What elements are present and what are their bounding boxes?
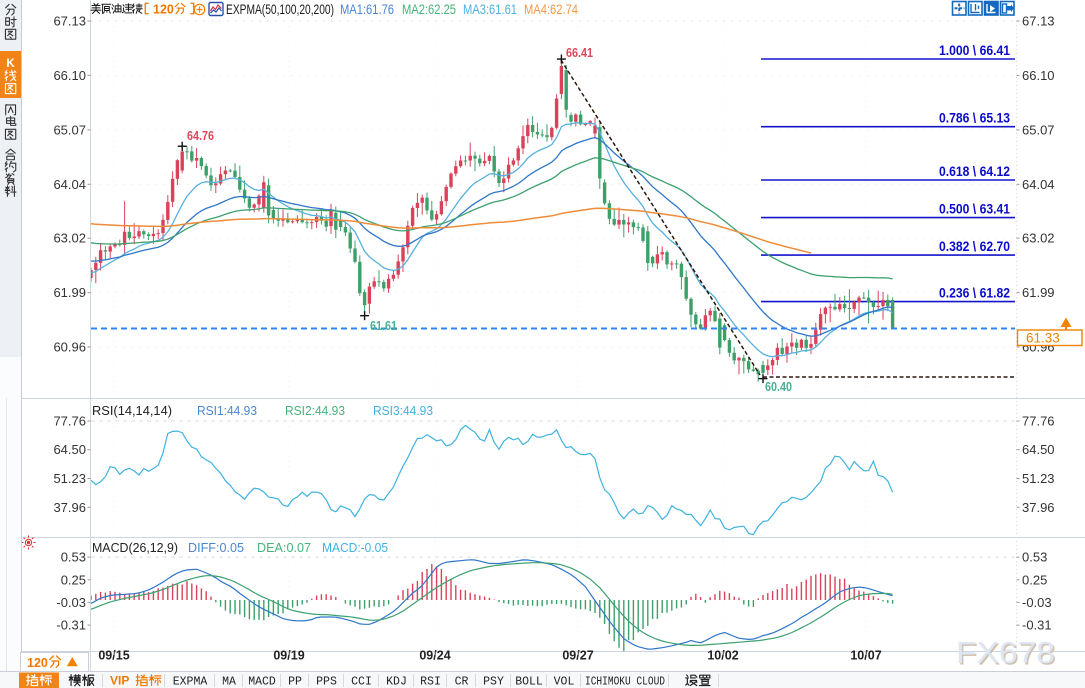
- svg-text:64.04: 64.04: [53, 177, 86, 192]
- svg-text:VIP: VIP: [110, 674, 129, 688]
- svg-text:120: 120: [27, 656, 48, 670]
- svg-text:10/02: 10/02: [707, 649, 738, 663]
- svg-text:61.33: 61.33: [1026, 331, 1060, 346]
- svg-text:66.41: 66.41: [566, 46, 593, 60]
- svg-text:PP: PP: [288, 676, 302, 688]
- svg-text:-0.03: -0.03: [1022, 595, 1052, 610]
- svg-text:64.50: 64.50: [53, 442, 86, 457]
- svg-text:09/27: 09/27: [562, 649, 593, 663]
- svg-text:MACD:-0.05: MACD:-0.05: [322, 540, 388, 555]
- svg-text:0.786 \ 65.13: 0.786 \ 65.13: [939, 111, 1010, 126]
- svg-text:65.07: 65.07: [1022, 122, 1055, 137]
- svg-text:KDJ: KDJ: [386, 676, 407, 688]
- svg-text:77.76: 77.76: [53, 414, 86, 429]
- svg-text:60.40: 60.40: [765, 380, 792, 394]
- svg-text:FX678: FX678: [956, 635, 1055, 670]
- svg-text:DIFF:0.05: DIFF:0.05: [188, 540, 244, 555]
- svg-text:66.10: 66.10: [53, 68, 86, 83]
- svg-text:37.96: 37.96: [53, 500, 86, 515]
- svg-text:61.99: 61.99: [53, 285, 86, 300]
- svg-text:0.618 \ 64.12: 0.618 \ 64.12: [939, 164, 1010, 179]
- svg-text:10/07: 10/07: [850, 649, 881, 663]
- svg-text:09/24: 09/24: [419, 649, 450, 663]
- svg-text:51.23: 51.23: [1022, 471, 1055, 486]
- svg-text:0.236 \ 61.82: 0.236 \ 61.82: [939, 286, 1010, 301]
- svg-text:67.13: 67.13: [53, 14, 86, 29]
- svg-text:RSI(14,14,14): RSI(14,14,14): [92, 403, 172, 418]
- svg-text:ICHIMOKU CLOUD: ICHIMOKU CLOUD: [585, 676, 665, 688]
- svg-text:09/19: 09/19: [273, 649, 304, 663]
- svg-text:60.96: 60.96: [53, 340, 86, 355]
- svg-text:64.04: 64.04: [1022, 177, 1055, 192]
- svg-text:MA2:62.25: MA2:62.25: [402, 2, 456, 17]
- svg-text:0.25: 0.25: [1022, 572, 1047, 587]
- svg-text:MACD(26,12,9): MACD(26,12,9): [92, 540, 178, 555]
- svg-text:MA4:62.74: MA4:62.74: [524, 2, 578, 17]
- svg-text:0.53: 0.53: [1022, 550, 1047, 565]
- svg-text:120: 120: [153, 3, 174, 17]
- svg-text:MA1:61.76: MA1:61.76: [340, 2, 394, 17]
- svg-text:61.99: 61.99: [1022, 285, 1055, 300]
- svg-text:0.500 \ 63.41: 0.500 \ 63.41: [939, 202, 1010, 217]
- svg-text:RSI2:44.93: RSI2:44.93: [285, 403, 345, 418]
- svg-text:PSY: PSY: [483, 676, 504, 688]
- svg-text:RSI1:44.93: RSI1:44.93: [197, 403, 257, 418]
- svg-text:DEA:0.07: DEA:0.07: [257, 540, 311, 555]
- svg-text:77.76: 77.76: [1022, 414, 1055, 429]
- svg-text:MA: MA: [222, 676, 236, 688]
- svg-text:0.25: 0.25: [61, 572, 86, 587]
- svg-text:1.000 \ 66.41: 1.000 \ 66.41: [939, 43, 1010, 58]
- svg-text:EXPMA: EXPMA: [173, 676, 208, 688]
- svg-text:51.23: 51.23: [53, 471, 86, 486]
- svg-text:0.53: 0.53: [61, 550, 86, 565]
- svg-text:37.96: 37.96: [1022, 500, 1055, 515]
- svg-text:MA3:61.61: MA3:61.61: [463, 2, 517, 17]
- svg-text:-0.31: -0.31: [56, 618, 86, 633]
- svg-text:09/15: 09/15: [98, 649, 129, 663]
- svg-text:63.02: 63.02: [1022, 231, 1055, 246]
- svg-text:CR: CR: [455, 676, 469, 688]
- svg-text:FX678: FX678: [958, 637, 1057, 672]
- svg-text:VOL: VOL: [554, 676, 575, 688]
- svg-text:K: K: [6, 58, 15, 70]
- svg-text:65.07: 65.07: [53, 122, 86, 137]
- svg-text:MACD: MACD: [248, 676, 276, 688]
- svg-text:RSI3:44.93: RSI3:44.93: [373, 403, 433, 418]
- svg-text:64.50: 64.50: [1022, 442, 1055, 457]
- svg-text:66.10: 66.10: [1022, 68, 1055, 83]
- svg-text:BOLL: BOLL: [515, 676, 543, 688]
- svg-text:PPS: PPS: [316, 676, 337, 688]
- svg-text:61.61: 61.61: [370, 319, 397, 333]
- svg-text:-0.31: -0.31: [1022, 618, 1052, 633]
- svg-text:CCI: CCI: [351, 676, 372, 688]
- svg-text:67.13: 67.13: [1022, 14, 1055, 29]
- svg-text:0.382 \ 62.70: 0.382 \ 62.70: [939, 239, 1010, 254]
- svg-text:EXPMA(50,100,20,200): EXPMA(50,100,20,200): [226, 2, 334, 17]
- svg-text:RSI: RSI: [420, 676, 441, 688]
- svg-text:-0.03: -0.03: [56, 595, 86, 610]
- svg-text:64.76: 64.76: [187, 129, 214, 143]
- svg-text:63.02: 63.02: [53, 231, 86, 246]
